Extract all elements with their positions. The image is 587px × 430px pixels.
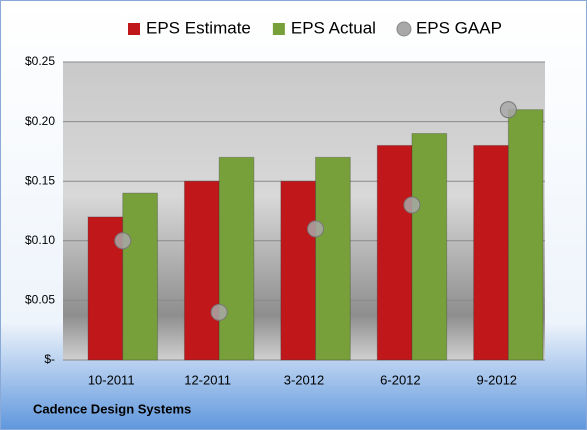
bar — [376, 144, 413, 361]
y-tick-label: $0.25 — [25, 54, 55, 68]
x-tick-label: 9-2012 — [477, 372, 517, 387]
x-tick-label: 6-2012 — [380, 372, 420, 387]
legend-label: EPS Actual — [291, 18, 376, 37]
bar — [315, 156, 351, 361]
y-tick-label: $- — [44, 352, 55, 366]
y-tick-label: $0.20 — [25, 114, 55, 128]
x-tick-label: 3-2012 — [284, 372, 324, 387]
y-tick-label: $0.15 — [25, 173, 55, 187]
caption: Cadence Design Systems — [33, 401, 191, 416]
legend-label: EPS Estimate — [146, 18, 251, 37]
y-tick-label: $0.05 — [25, 293, 55, 307]
bar — [280, 180, 317, 361]
dot — [210, 303, 228, 321]
bar — [183, 180, 220, 361]
legend-swatch — [272, 23, 285, 35]
legend-label: EPS GAAP — [416, 18, 502, 37]
bar — [218, 156, 255, 361]
bar — [507, 109, 544, 361]
legend-swatch — [396, 21, 412, 37]
dot — [114, 232, 132, 250]
x-tick-label: 10-2011 — [88, 372, 135, 387]
bar — [122, 192, 158, 361]
dot — [499, 101, 517, 119]
bar — [411, 133, 448, 361]
bar — [473, 144, 509, 361]
dot — [403, 196, 421, 214]
legend-swatch — [128, 23, 140, 35]
x-tick-label: 12-2011 — [184, 372, 231, 387]
y-tick-label: $0.10 — [25, 233, 55, 247]
dot — [307, 220, 325, 238]
